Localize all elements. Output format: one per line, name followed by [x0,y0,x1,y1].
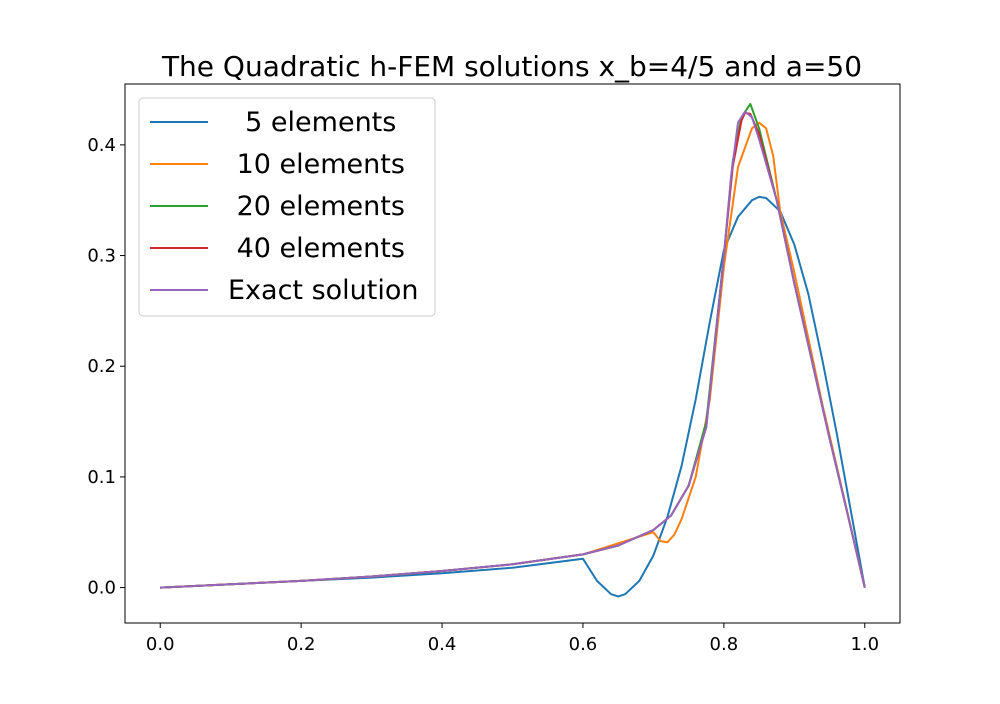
legend-label-4: Exact solution [228,275,419,306]
legend-label-3: 40 elements [228,233,405,264]
axes-frame [124,83,901,624]
y-tick-label: 0.4 [87,135,116,156]
y-tick-label: 0.0 [87,578,116,599]
x-tick-label: 0.2 [287,634,316,655]
x-tick-label: 0.0 [146,634,175,655]
y-tick-label: 0.3 [87,246,116,267]
legend: 5 elements 10 elements 20 elements 40 el… [138,97,436,317]
series-line-4 [160,110,866,589]
legend-label-0: 5 elements [228,107,396,138]
legend-label-1: 10 elements [228,149,405,180]
legend-label-2: 20 elements [228,191,405,222]
legend-box [138,97,436,317]
x-tick-label: 0.4 [428,634,457,655]
chart-title: The Quadratic h-FEM solutions x_b=4/5 an… [161,50,862,83]
series-line-0 [160,195,866,598]
y-tick-label: 0.1 [87,467,116,488]
y-tick-label: 0.2 [87,356,116,377]
x-tick-label: 1.0 [850,634,879,655]
x-tick-label: 0.8 [710,634,739,655]
plot-area [160,102,866,598]
x-tick-label: 0.6 [569,634,598,655]
x-axis: 0.0 0.2 0.4 0.6 0.8 1.0 [146,623,879,655]
y-axis: 0.0 0.1 0.2 0.3 0.4 [87,135,125,599]
